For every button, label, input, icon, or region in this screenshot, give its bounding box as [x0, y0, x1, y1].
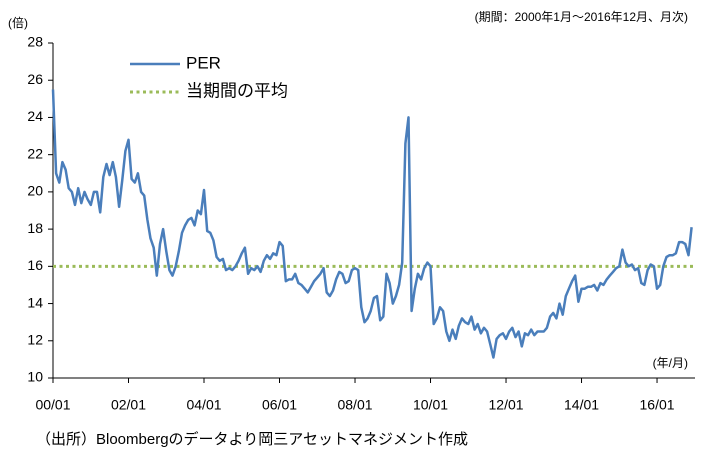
y-tick-label: 20 [27, 183, 43, 199]
x-tick-label: 04/01 [186, 397, 221, 413]
legend-label: 当期間の平均 [186, 81, 288, 100]
y-tick-label: 16 [27, 257, 43, 273]
x-tick-label: 16/01 [640, 397, 675, 413]
x-tick-label: 10/01 [413, 397, 448, 413]
y-tick-label: 18 [27, 220, 43, 236]
y-tick-label: 14 [27, 294, 43, 310]
y-unit: (倍) [8, 15, 28, 30]
series-line [51, 89, 693, 359]
x-tick-label: 02/01 [111, 397, 146, 413]
subtitle: (期間：2000年1月～2016年12月、月次) [475, 10, 688, 24]
x-tick-label: 06/01 [262, 397, 297, 413]
x-tick-label: 14/01 [564, 397, 599, 413]
x-tick-label: 00/01 [35, 397, 70, 413]
legend-label: PER [186, 53, 221, 72]
source: （出所）Bloombergのデータより岡三アセットマネジメント作成 [36, 430, 468, 448]
y-tick-label: 26 [27, 71, 43, 87]
y-tick-label: 12 [27, 331, 43, 347]
x-tick-label: 12/01 [489, 397, 524, 413]
y-tick-label: 10 [27, 369, 43, 385]
x-unit: (年/月) [653, 356, 688, 370]
y-tick-label: 28 [27, 34, 43, 50]
y-tick-label: 24 [27, 108, 43, 124]
x-tick-label: 08/01 [337, 397, 372, 413]
y-tick-label: 22 [27, 145, 43, 161]
